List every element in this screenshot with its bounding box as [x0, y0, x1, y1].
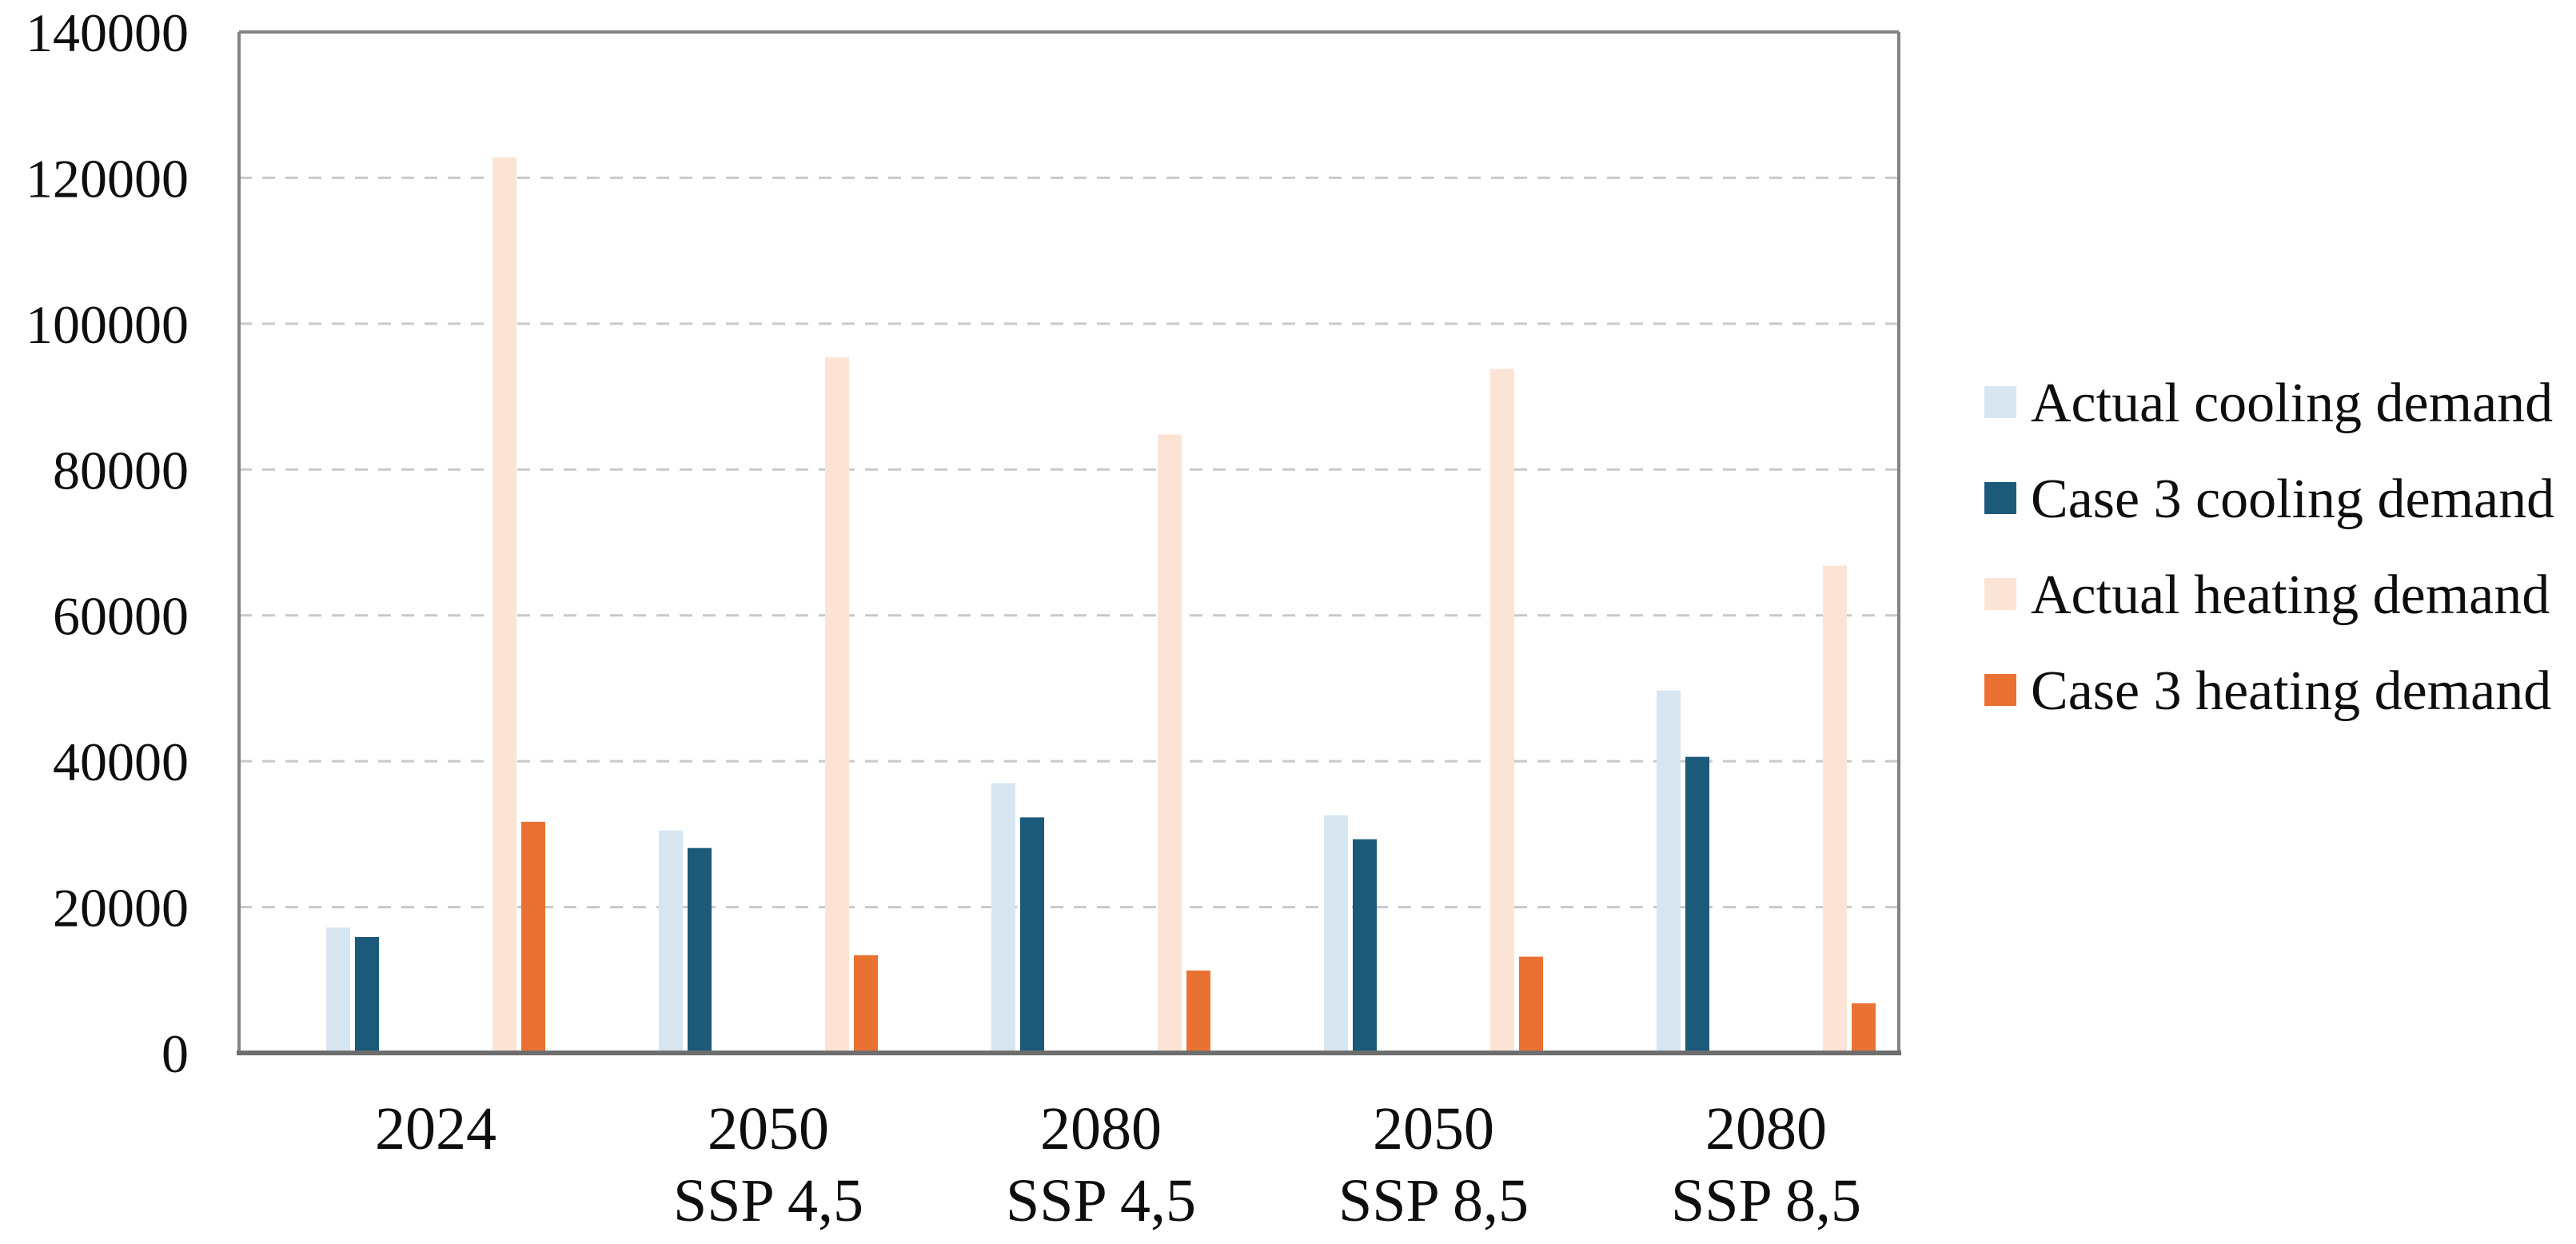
bar-actual-cooling-demand-2050-ssp-4-5 — [659, 830, 683, 1053]
bar-actual-cooling-demand-2024 — [326, 927, 350, 1053]
y-tick-label-20000: 20000 — [53, 878, 189, 939]
legend-swatch-case-3-cooling-demand-icon — [1984, 482, 2016, 514]
y-tick-label-100000: 100000 — [26, 294, 189, 355]
legend-label-case-3-heating-demand: Case 3 heating demand — [2031, 660, 2551, 722]
x-tick-label-ssp-8-5-line2: SSP 8,5 — [1338, 1167, 1529, 1234]
bar-actual-heating-demand-2080-ssp-8-5 — [1823, 565, 1847, 1053]
x-tick-label-2080-line1: 2080 — [1040, 1095, 1162, 1162]
bar-case-3-heating-demand-2024 — [521, 821, 545, 1053]
bar-actual-heating-demand-2080-ssp-4-5 — [1158, 434, 1182, 1053]
x-tick-label-2024-line1: 2024 — [375, 1095, 496, 1162]
bar-actual-heating-demand-2024 — [492, 157, 516, 1054]
bar-case-3-heating-demand-2080-ssp-8-5 — [1852, 1003, 1876, 1053]
bar-case-3-heating-demand-2050-ssp-4-5 — [854, 955, 878, 1053]
bar-actual-cooling-demand-2050-ssp-8-5 — [1324, 815, 1348, 1053]
x-tick-label-2080-line1: 2080 — [1705, 1095, 1827, 1162]
bar-case-3-cooling-demand-2050-ssp-8-5 — [1353, 839, 1377, 1053]
y-tick-label-40000: 40000 — [53, 732, 189, 792]
legend-label-case-3-cooling-demand: Case 3 cooling demand — [2031, 468, 2554, 530]
bar-case-3-cooling-demand-2050-ssp-4-5 — [688, 847, 712, 1053]
y-tick-label-140000: 140000 — [26, 2, 189, 63]
bar-case-3-cooling-demand-2080-ssp-4-5 — [1020, 817, 1044, 1053]
legend-label-actual-heating-demand: Actual heating demand — [2031, 564, 2550, 626]
y-tick-label-0: 0 — [161, 1023, 189, 1084]
bar-case-3-heating-demand-2080-ssp-4-5 — [1186, 970, 1210, 1053]
x-tick-label-ssp-4-5-line2: SSP 4,5 — [673, 1167, 863, 1234]
y-tick-label-60000: 60000 — [53, 586, 189, 647]
x-tick-label-2050-line1: 2050 — [1373, 1095, 1494, 1162]
legend-swatch-actual-cooling-demand-icon — [1984, 386, 2016, 418]
legend-swatch-case-3-heating-demand-icon — [1984, 674, 2016, 706]
bar-case-3-cooling-demand-2080-ssp-8-5 — [1685, 756, 1709, 1053]
x-tick-label-ssp-8-5-line2: SSP 8,5 — [1671, 1167, 1861, 1234]
bar-actual-heating-demand-2050-ssp-8-5 — [1490, 369, 1514, 1053]
bar-case-3-heating-demand-2050-ssp-8-5 — [1519, 956, 1543, 1053]
y-tick-label-120000: 120000 — [26, 148, 189, 209]
bar-actual-heating-demand-2050-ssp-4-5 — [825, 357, 849, 1054]
bar-actual-cooling-demand-2080-ssp-8-5 — [1657, 690, 1681, 1053]
bar-actual-cooling-demand-2080-ssp-4-5 — [991, 783, 1015, 1053]
legend-label-actual-cooling-demand: Actual cooling demand — [2031, 373, 2553, 434]
bar-case-3-cooling-demand-2024 — [355, 936, 379, 1053]
legend-swatch-actual-heating-demand-icon — [1984, 578, 2016, 610]
x-tick-label-ssp-4-5-line2: SSP 4,5 — [1006, 1167, 1196, 1234]
x-tick-label-2050-line1: 2050 — [708, 1095, 829, 1162]
y-tick-label-80000: 80000 — [53, 440, 189, 500]
